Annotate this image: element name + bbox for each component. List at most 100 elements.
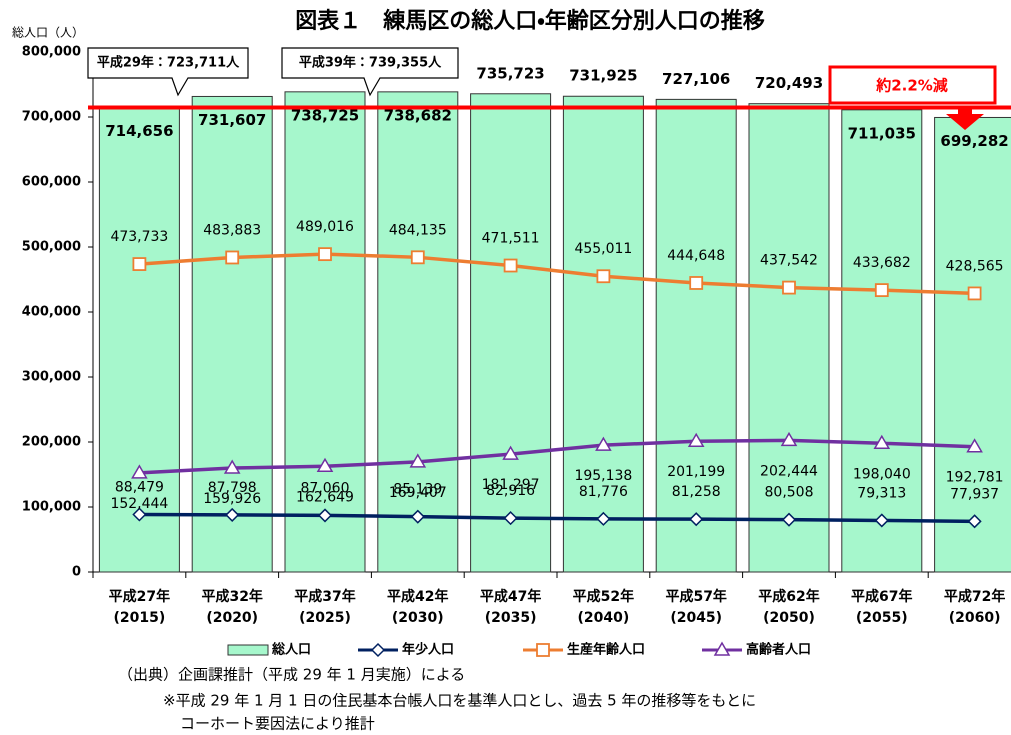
line-label: 87,798 — [208, 480, 257, 496]
callout-text: 平成29年：723,711人 — [97, 55, 240, 71]
x-tick-label: (2030) — [392, 610, 444, 626]
bar-label: 738,725 — [291, 106, 359, 124]
marker — [780, 431, 798, 447]
x-tick-label: 平成62年 — [758, 588, 819, 605]
legend-label: 生産年齢人口 — [567, 642, 645, 658]
line-label: 428,565 — [946, 258, 1004, 274]
line-label: 77,937 — [950, 486, 999, 502]
marker — [318, 247, 332, 262]
y-tick-label: 600,000 — [22, 175, 81, 190]
line-label: 88,479 — [115, 479, 164, 495]
bar — [655, 98, 737, 573]
line — [139, 438, 975, 475]
y-tick-label: 500,000 — [22, 240, 81, 255]
legend-label: 年少人口 — [402, 642, 454, 658]
marker — [410, 250, 425, 265]
line-label: 85,139 — [393, 482, 442, 498]
legend-swatch — [227, 644, 269, 656]
marker — [503, 258, 518, 273]
bar — [470, 93, 552, 573]
bar — [98, 106, 180, 573]
marker — [782, 280, 796, 295]
line-label: 159,926 — [203, 491, 261, 507]
y-tick-label: 400,000 — [22, 305, 81, 320]
y-tick-label: 800,000 — [22, 45, 81, 60]
marker — [132, 257, 147, 271]
callout-box — [281, 47, 459, 97]
bar-label: 731,607 — [198, 111, 266, 129]
x-tick-label: (2040) — [578, 610, 630, 626]
marker — [781, 512, 797, 527]
line-label: 87,060 — [301, 480, 350, 496]
legend-label: 総人口 — [271, 642, 311, 658]
x-tick-label: 平成27年 — [109, 588, 170, 605]
x-tick-label: (2015) — [114, 610, 166, 626]
line-label: 162,649 — [296, 489, 354, 505]
line-label: 473,733 — [110, 229, 168, 245]
line-label: 80,508 — [765, 485, 814, 501]
x-tick-label: (2025) — [299, 610, 351, 626]
line-label: 81,776 — [579, 484, 628, 500]
bar-label: 711,035 — [848, 124, 916, 142]
line — [139, 252, 975, 296]
callout-box — [87, 47, 249, 97]
line-label: 81,258 — [672, 484, 721, 500]
line — [139, 512, 975, 524]
marker — [410, 509, 425, 524]
line-label: 82,916 — [486, 483, 535, 499]
y-tick-label: 0 — [72, 565, 81, 580]
line-label: 195,138 — [574, 468, 632, 484]
bar — [284, 91, 366, 573]
bar-label: 727,106 — [662, 70, 730, 88]
marker — [503, 511, 518, 526]
y-axis-label: 総人口（人） — [12, 25, 84, 40]
x-tick-label: (2050) — [763, 610, 815, 626]
x-tick-label: 平成67年 — [851, 588, 912, 605]
x-tick-label: 平成72年 — [944, 588, 1005, 605]
arrow — [946, 106, 984, 130]
x-tick-label: (2035) — [485, 610, 537, 626]
bar — [841, 109, 923, 573]
bar-label: 738,682 — [384, 106, 452, 124]
note: （出典）企画課推計（平成 29 年 1 月実施）による — [118, 666, 465, 684]
callout-box — [828, 65, 997, 105]
x-tick-label: (2060) — [949, 610, 1001, 626]
line-label: 79,313 — [857, 485, 906, 501]
y-tick-label: 100,000 — [22, 500, 81, 515]
marker — [317, 508, 333, 523]
line-label: 433,682 — [853, 255, 911, 271]
callout-text: 約2.2%減 — [875, 77, 948, 95]
marker — [874, 513, 889, 528]
x-tick-label: 平成57年 — [665, 588, 726, 605]
marker — [225, 507, 240, 522]
legend-label: 高齢者人口 — [746, 642, 811, 658]
y-tick-label: 200,000 — [22, 435, 81, 450]
callout-text: 平成39年：739,355人 — [299, 55, 442, 71]
bar — [191, 95, 273, 573]
bar-label: 714,656 — [105, 122, 173, 140]
line-label: 484,135 — [389, 222, 447, 238]
marker — [596, 511, 611, 526]
marker — [873, 434, 891, 450]
marker — [502, 445, 519, 460]
chart-title: 図表１ 練馬区の総人口・年齢区分別人口の推移 — [295, 8, 764, 34]
marker — [595, 436, 612, 451]
y-tick-label: 300,000 — [22, 370, 81, 385]
marker — [687, 432, 705, 447]
line-label: 202,444 — [760, 463, 818, 479]
bar — [562, 95, 644, 573]
line-label: 483,883 — [203, 222, 261, 238]
x-tick-label: 平成32年 — [201, 588, 262, 605]
x-tick-label: 平成42年 — [387, 588, 448, 605]
line-label: 152,444 — [110, 496, 168, 512]
bar-label: 699,282 — [940, 132, 1008, 150]
bar — [377, 91, 459, 573]
note: コーホート要因法により推計 — [180, 715, 375, 733]
legend-marker — [370, 642, 386, 658]
line-label: 181,297 — [482, 477, 540, 493]
marker — [967, 286, 982, 301]
line-label: 192,781 — [946, 470, 1004, 486]
legend-marker — [713, 641, 731, 656]
line-label: 471,511 — [482, 231, 540, 247]
y-tick-label: 700,000 — [22, 110, 81, 125]
